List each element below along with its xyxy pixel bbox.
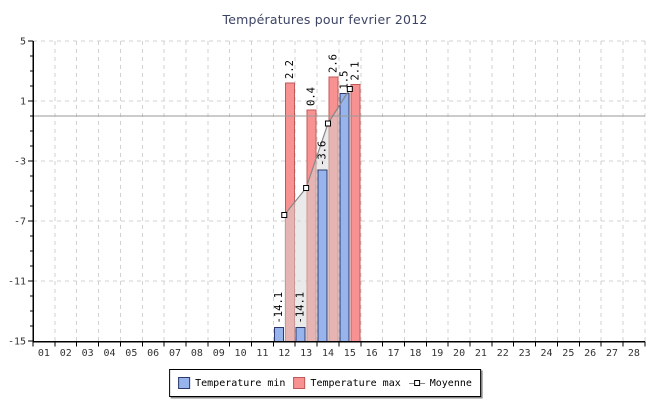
x-tick-labels: 01 02 03 04 05 06 07 08 09 10 11 12 13 14 15 16 17 18 19 20… [38, 348, 640, 359]
x-tick-label: 16 [366, 348, 378, 359]
bar-min-day-14 [317, 169, 328, 342]
y-tick-label: 5 [20, 37, 26, 48]
bar-value-label: -14.1 [295, 292, 307, 324]
chart-title: Températures pour fevrier 2012 [222, 12, 428, 27]
y-tick-label: -15 [8, 337, 26, 348]
legend-label-temperature-min: Temperature min [195, 377, 286, 389]
bar-value-label: 2.1 [349, 62, 361, 81]
x-tick-label: 12 [278, 348, 290, 359]
moyenne-marker-icon [324, 120, 331, 127]
x-tick-label: 05 [125, 348, 137, 359]
bar-min-day-15 [339, 93, 350, 342]
legend-swatch-min [178, 377, 191, 389]
moyenne-marker-icon [303, 185, 310, 191]
x-tick-label: 19 [431, 348, 443, 359]
axes [28, 40, 646, 347]
legend-label-moyenne: Moyenne [429, 377, 472, 389]
bar-value-label: -14.1 [273, 292, 285, 324]
x-tick-label: 08 [191, 348, 203, 359]
legend-item-temperature-min: Temperature min [178, 377, 285, 389]
bar-min-day-12 [273, 327, 284, 342]
bar-value-labels: -14.1 -14.1 -3.6 1.5 2.2 0.4 2.6 2.1 [273, 54, 362, 323]
legend-line-marker-icon [408, 380, 425, 386]
y-tick-label: -3 [14, 157, 26, 168]
x-tick-label: 27 [606, 348, 618, 359]
x-tick-label: 14 [322, 348, 334, 359]
x-tick-label: 03 [82, 348, 94, 359]
legend-item-temperature-max: Temperature max [293, 377, 401, 389]
x-tick-label: 26 [584, 348, 596, 359]
moyenne-marker-icon [281, 212, 288, 218]
x-tick-label: 11 [256, 348, 268, 359]
x-tick-label: 09 [213, 348, 225, 359]
moyenne-markers [281, 86, 353, 218]
y-tick-label: -11 [8, 277, 26, 288]
bar-value-label: 1.5 [338, 71, 350, 90]
bar-value-label: 0.4 [306, 87, 318, 106]
moyenne-line [283, 88, 351, 216]
x-tick-label: 10 [235, 348, 247, 359]
legend-item-moyenne: Moyenne [408, 377, 472, 389]
x-tick-label: 13 [300, 348, 312, 359]
x-tick-label: 06 [147, 348, 159, 359]
x-tick-label: 22 [497, 348, 509, 359]
x-tick-label: 15 [344, 348, 356, 359]
y-tick-labels: 5 1 -3 -7 -11 -15 [8, 37, 26, 348]
moyenne-area-fill [284, 89, 350, 342]
bar-max-day-15 [350, 84, 361, 342]
bar-value-label: 2.2 [284, 60, 296, 79]
bar-min-day-13 [295, 327, 306, 342]
legend-swatch-max [293, 377, 306, 389]
x-tick-label: 23 [519, 348, 531, 359]
y-tick-label: -7 [14, 217, 26, 228]
x-tick-label: 02 [60, 348, 72, 359]
moyenne-marker-icon [346, 86, 353, 92]
x-tick-label: 24 [540, 348, 552, 359]
x-tick-label: 28 [628, 348, 640, 359]
x-tick-label: 04 [103, 348, 115, 359]
x-tick-label: 21 [475, 348, 487, 359]
legend-box: Temperature min Temperature max Moyenne [169, 369, 481, 397]
legend-label-temperature-max: Temperature max [310, 377, 401, 389]
x-tick-label: 01 [38, 348, 50, 359]
x-tick-label: 17 [388, 348, 400, 359]
y-tick-label: 1 [20, 97, 26, 108]
x-tick-label: 18 [409, 348, 421, 359]
bar-value-label: 2.6 [327, 54, 339, 73]
bar-value-label: -3.6 [316, 141, 328, 166]
x-tick-label: 20 [453, 348, 465, 359]
x-tick-label: 07 [169, 348, 181, 359]
x-tick-label: 25 [562, 348, 574, 359]
